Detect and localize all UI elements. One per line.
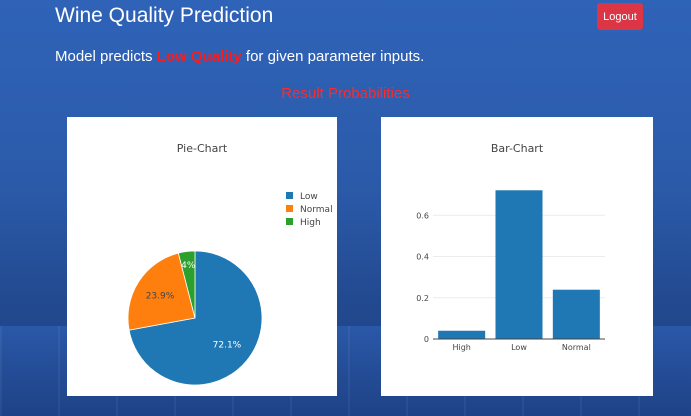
page-title: Wine Quality Prediction [55,4,274,27]
pie-chart: 72.1% 23.9% 4% Low Normal High [127,192,333,386]
prediction-prefix: Model predicts [55,48,157,65]
bar-high [438,330,486,339]
pie-label-high: 4% [181,261,196,271]
pie-chart-title: Pie-Chart [176,142,228,155]
legend-label-high: High [300,218,321,228]
bar-chart: 0 0.2 0.4 0.6 High Low Normal [416,190,605,352]
y-tick-label: 0.4 [416,253,429,262]
prediction-statement: Model predicts Low Quality for given par… [55,48,424,65]
legend-swatch-low [286,192,293,199]
pie-chart-card: Pie-Chart 72.1% 23.9% 4% Low Normal High [67,117,337,396]
legend-swatch-normal [286,205,293,212]
pie-slice-high [177,250,196,319]
pie-label-low: 72.1% [213,341,242,351]
x-tick-label-normal: Normal [562,343,591,352]
bar-chart-card: Bar-Chart 0 0.2 0.4 0.6 High Low Normal [381,117,653,396]
x-tick-label-high: High [452,343,470,352]
prediction-suffix: for given parameter inputs. [241,48,425,65]
section-title: Result Probabilities [281,85,410,102]
pie-slice-normal [127,252,196,331]
bar-low [495,190,543,339]
legend-label-low: Low [300,192,318,202]
prediction-quality: Low Quality [156,48,242,65]
x-tick-label-low: Low [511,343,527,352]
pie-label-normal: 23.9% [146,292,175,302]
legend-label-normal: Normal [300,205,333,215]
legend-item-low[interactable]: Low [286,192,318,202]
y-tick-label: 0 [424,335,429,344]
legend-item-high[interactable]: High [286,218,321,228]
logout-button[interactable]: Logout [597,3,643,30]
pie-slice-low [128,250,263,386]
legend-item-normal[interactable]: Normal [286,205,333,215]
bar-chart-title: Bar-Chart [490,142,544,155]
legend-swatch-high [286,218,293,225]
y-tick-label: 0.2 [416,294,429,303]
bar-normal [552,289,600,339]
y-tick-label: 0.6 [416,211,429,220]
